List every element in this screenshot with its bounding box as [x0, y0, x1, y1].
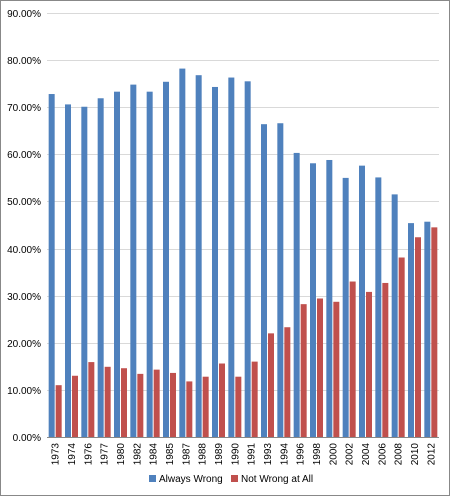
x-tick-label: 2006: [377, 443, 388, 466]
bar: [55, 385, 62, 437]
bar: [48, 94, 55, 437]
bar: [366, 291, 372, 437]
bar: [163, 81, 169, 437]
bar: [261, 124, 267, 438]
bar: [88, 362, 95, 437]
x-tick-label: 1991: [247, 443, 258, 466]
x-tick-label: 1982: [132, 443, 143, 466]
y-tick-label: 60.00%: [7, 150, 41, 161]
x-tick-label: 1984: [149, 443, 160, 466]
bar: [212, 86, 218, 438]
bars-layer: [48, 68, 438, 438]
bar: [195, 75, 202, 437]
bar: [121, 368, 127, 437]
x-tick-label: 1994: [279, 443, 290, 466]
y-tick-label: 20.00%: [7, 339, 41, 350]
bar: [97, 98, 104, 438]
x-tick-label: 1976: [83, 443, 94, 466]
x-tick-label: 1980: [116, 443, 127, 466]
bar: [186, 381, 193, 437]
bar: [326, 159, 333, 438]
bar: [219, 363, 225, 437]
bar: [114, 91, 120, 438]
legend-label: Not Wrong at All: [241, 474, 313, 485]
x-tick-label: 1977: [100, 443, 111, 466]
x-tick-label: 1998: [312, 443, 323, 466]
bar: [137, 373, 144, 437]
bar: [153, 369, 160, 437]
bar: [391, 194, 398, 437]
bar: [170, 372, 176, 437]
bar: [228, 77, 235, 437]
bar: [130, 84, 137, 438]
bar: [310, 163, 316, 437]
bar: [81, 106, 88, 437]
bar: [293, 152, 300, 438]
x-tick-label: 1993: [263, 443, 274, 466]
y-tick-label: 0.00%: [13, 433, 41, 444]
bar: [349, 281, 356, 437]
x-tick-label: 1985: [165, 443, 176, 466]
bar: [300, 304, 307, 437]
bar: [375, 177, 382, 438]
legend-swatch: [231, 475, 238, 482]
x-tick-label: 2000: [328, 443, 339, 466]
bar: [104, 366, 111, 437]
bar: [424, 221, 431, 437]
bar: [284, 327, 291, 437]
x-tick-label: 1974: [67, 443, 78, 466]
bar: [415, 237, 421, 437]
x-tick-label: 2008: [394, 443, 405, 466]
bar: [235, 376, 242, 437]
y-tick-label: 40.00%: [7, 245, 41, 256]
x-tick-label: 2004: [361, 443, 372, 466]
bar: [268, 333, 274, 437]
legend-label: Always Wrong: [159, 474, 223, 485]
x-tick-label: 1988: [198, 443, 209, 466]
x-tick-label: 1989: [214, 443, 225, 466]
bar: [408, 223, 414, 437]
grid-layer: [47, 13, 439, 391]
bar: [398, 257, 405, 437]
x-tick-label: 1996: [296, 443, 307, 466]
y-tick-label: 30.00%: [7, 292, 41, 303]
legend-swatch: [149, 475, 156, 482]
y-tick-label: 80.00%: [7, 56, 41, 67]
bar: [317, 298, 323, 437]
x-tick-label: 2012: [426, 443, 437, 466]
bar: [382, 282, 389, 437]
x-tick-label: 2002: [345, 443, 356, 466]
bar: [359, 165, 365, 437]
bar: [72, 375, 78, 437]
y-tick-label: 50.00%: [7, 197, 41, 208]
x-tick-label: 1990: [230, 443, 241, 466]
x-tick-label: 1987: [181, 443, 192, 466]
bar: [244, 81, 251, 437]
legend: Always Wrong Not Wrong at All: [149, 474, 313, 485]
x-tick-label: 1973: [51, 443, 62, 466]
bar: [277, 123, 284, 438]
bar: [431, 227, 438, 437]
bar: [179, 68, 186, 437]
bar: [342, 177, 349, 437]
axis-layer: 0.00% 10.00% 20.00% 30.00% 40.00% 50.00% 60.00…: [7, 9, 439, 465]
bar: [146, 91, 153, 438]
bar: [65, 104, 71, 438]
bar: [333, 301, 340, 437]
bar: [202, 376, 209, 437]
y-tick-label: 10.00%: [7, 386, 41, 397]
bar: [251, 361, 258, 437]
y-tick-label: 70.00%: [7, 103, 41, 114]
x-tick-label: 2010: [410, 443, 421, 466]
y-tick-label: 90.00%: [7, 9, 41, 20]
